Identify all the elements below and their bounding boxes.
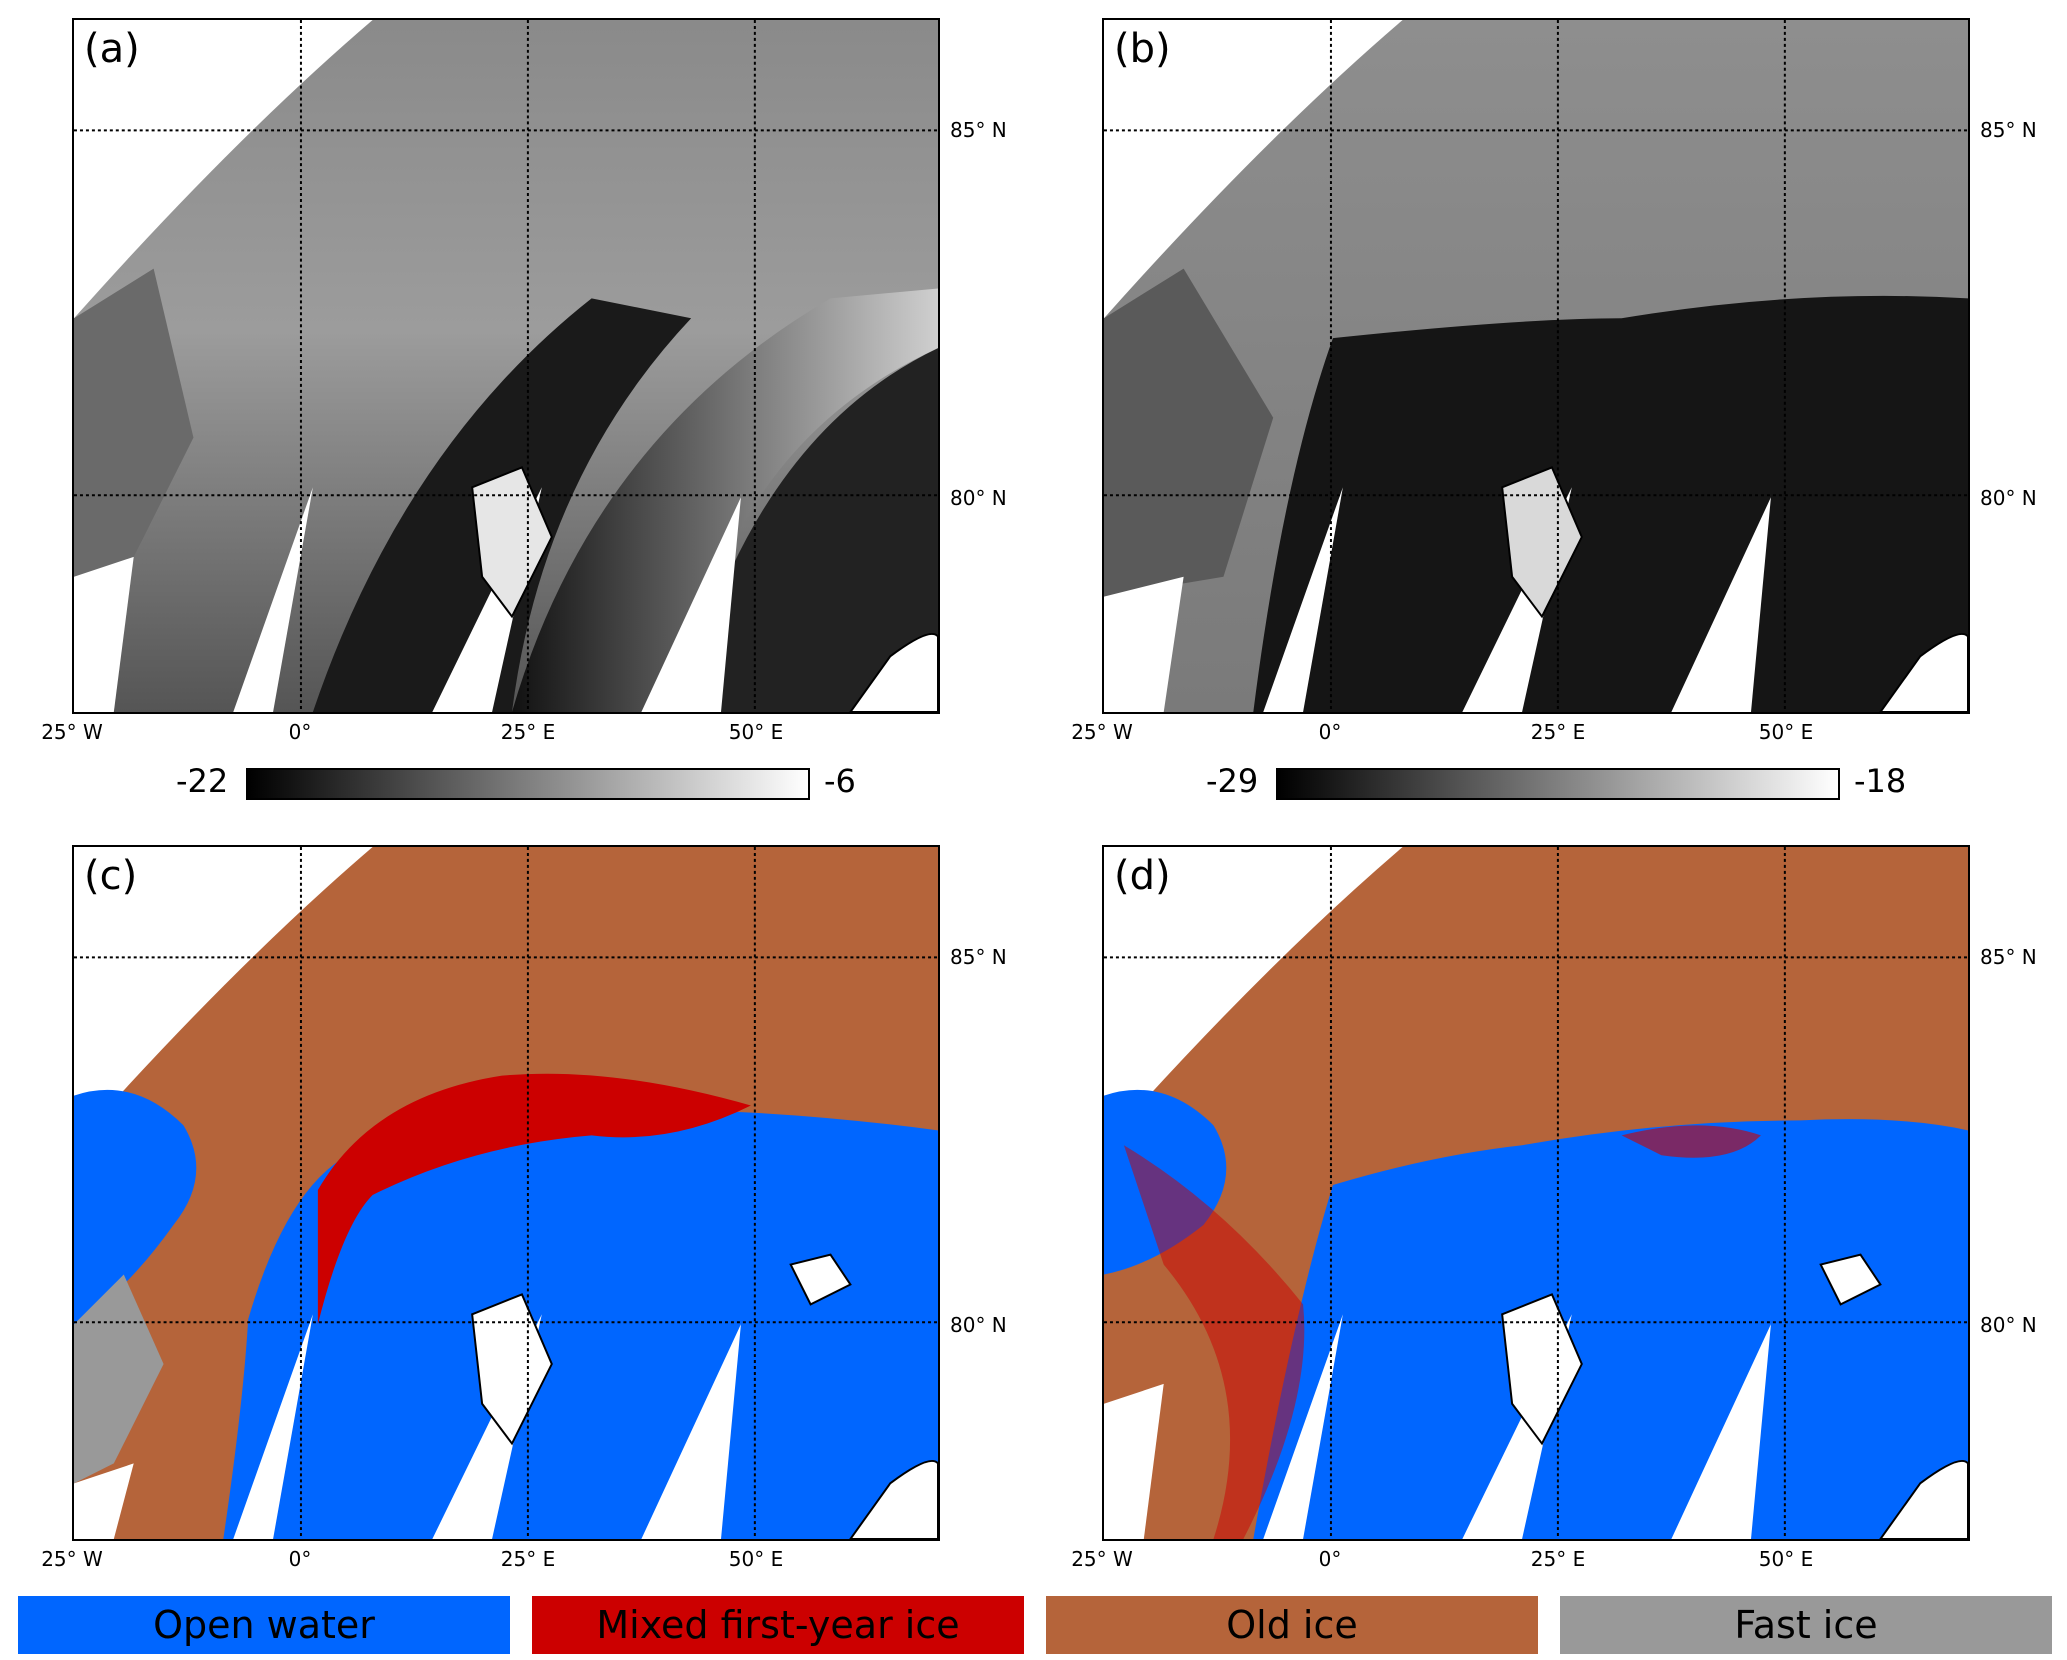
panel-label: (c) [84,853,138,899]
panel-a: (a) [72,18,940,714]
ice-classification-map [74,847,938,1539]
colorbar-b-min: -29 [1206,762,1259,800]
lat-label-85: 85° N [1980,945,2037,969]
lon-label-50e: 50° E [1758,1547,1814,1571]
ice-classification-map [1104,847,1968,1539]
lon-label-25e: 25° E [500,720,556,744]
lon-label-25e: 25° E [500,1547,556,1571]
lon-label-50e: 50° E [728,720,784,744]
lon-label-0: 0° [288,720,312,744]
panel-d: (d) [1102,845,1970,1541]
lat-label-85: 85° N [950,118,1007,142]
sar-hh-image [74,20,938,712]
lon-label-0: 0° [1318,1547,1342,1571]
colorbar-a-max: -6 [824,762,856,800]
colorbar-a [246,768,810,800]
lon-label-25w: 25° W [41,1547,103,1571]
colorbar-b [1276,768,1840,800]
lon-label-25w: 25° W [41,720,103,744]
lat-label-85: 85° N [950,945,1007,969]
legend-open-water: Open water [18,1596,510,1654]
panel-c: (c) [72,845,940,1541]
colorbar-a-min: -22 [176,762,229,800]
panel-label: (b) [1114,26,1171,72]
lon-label-0: 0° [1318,720,1342,744]
lon-label-0: 0° [288,1547,312,1571]
sar-hv-image [1104,20,1968,712]
lon-label-25e: 25° E [1530,1547,1586,1571]
lat-label-80: 80° N [950,1313,1007,1337]
panel-b: (b) [1102,18,1970,714]
lat-label-80: 80° N [1980,1313,2037,1337]
legend-old-ice: Old ice [1046,1596,1538,1654]
panel-label: (d) [1114,853,1171,899]
colorbar-b-max: -18 [1854,762,1907,800]
lat-label-85: 85° N [1980,118,2037,142]
lat-label-80: 80° N [950,486,1007,510]
legend-fast-ice: Fast ice [1560,1596,2052,1654]
lon-label-50e: 50° E [1758,720,1814,744]
lon-label-25w: 25° W [1071,1547,1133,1571]
lon-label-25w: 25° W [1071,720,1133,744]
panel-label: (a) [84,26,140,72]
lon-label-25e: 25° E [1530,720,1586,744]
lon-label-50e: 50° E [728,1547,784,1571]
lat-label-80: 80° N [1980,486,2037,510]
legend-mixed-first-year-ice: Mixed first-year ice [532,1596,1024,1654]
